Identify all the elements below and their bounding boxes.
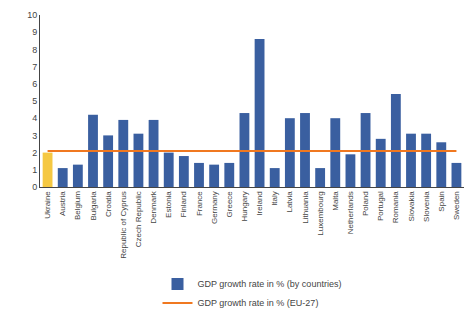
svg-text:Czech Republic: Czech Republic bbox=[134, 191, 143, 247]
svg-text:GDP growth rate in % (EU-27): GDP growth rate in % (EU-27) bbox=[198, 298, 319, 308]
svg-text:Lithuania: Lithuania bbox=[301, 191, 310, 224]
svg-text:Croatia: Croatia bbox=[104, 191, 113, 217]
svg-text:Hungary: Hungary bbox=[240, 191, 249, 221]
svg-text:Finland: Finland bbox=[179, 191, 188, 217]
svg-text:Poland: Poland bbox=[361, 191, 370, 216]
svg-text:5: 5 bbox=[32, 96, 37, 106]
svg-text:Sweden: Sweden bbox=[452, 191, 461, 220]
svg-text:Romania: Romania bbox=[391, 191, 400, 224]
svg-text:6: 6 bbox=[32, 79, 37, 89]
svg-text:0: 0 bbox=[32, 182, 37, 192]
svg-text:8: 8 bbox=[32, 45, 37, 55]
svg-text:Slovakia: Slovakia bbox=[407, 191, 416, 222]
svg-text:Luxembourg: Luxembourg bbox=[316, 191, 325, 235]
svg-text:2: 2 bbox=[32, 148, 37, 158]
svg-text:Estonia: Estonia bbox=[164, 191, 173, 218]
svg-text:10: 10 bbox=[27, 10, 37, 20]
svg-text:9: 9 bbox=[32, 27, 37, 37]
svg-text:Belgium: Belgium bbox=[73, 191, 82, 220]
svg-text:Slovenia: Slovenia bbox=[422, 191, 431, 222]
svg-text:Italy: Italy bbox=[270, 191, 279, 206]
svg-text:Germany: Germany bbox=[210, 191, 219, 224]
svg-text:Netherlands: Netherlands bbox=[346, 191, 355, 234]
svg-text:GDP growth rate in % (by count: GDP growth rate in % (by countries) bbox=[198, 279, 342, 289]
svg-text:7: 7 bbox=[32, 62, 37, 72]
svg-text:Malta: Malta bbox=[331, 191, 340, 211]
svg-text:Portugal: Portugal bbox=[376, 191, 385, 221]
svg-text:3: 3 bbox=[32, 131, 37, 141]
svg-text:Latvia: Latvia bbox=[285, 191, 294, 213]
svg-text:Republic of Cyprus: Republic of Cyprus bbox=[119, 191, 128, 259]
svg-text:France: France bbox=[195, 191, 204, 216]
svg-text:1: 1 bbox=[32, 165, 37, 175]
svg-text:Ireland: Ireland bbox=[255, 191, 264, 215]
svg-text:Bulgaria: Bulgaria bbox=[89, 191, 98, 221]
svg-text:Greece: Greece bbox=[225, 191, 234, 218]
svg-text:Spain: Spain bbox=[437, 191, 446, 211]
svg-text:4: 4 bbox=[32, 113, 37, 123]
svg-text:Ukraine: Ukraine bbox=[43, 191, 52, 219]
svg-text:Austria: Austria bbox=[58, 191, 67, 216]
svg-text:Denmark: Denmark bbox=[149, 190, 158, 223]
